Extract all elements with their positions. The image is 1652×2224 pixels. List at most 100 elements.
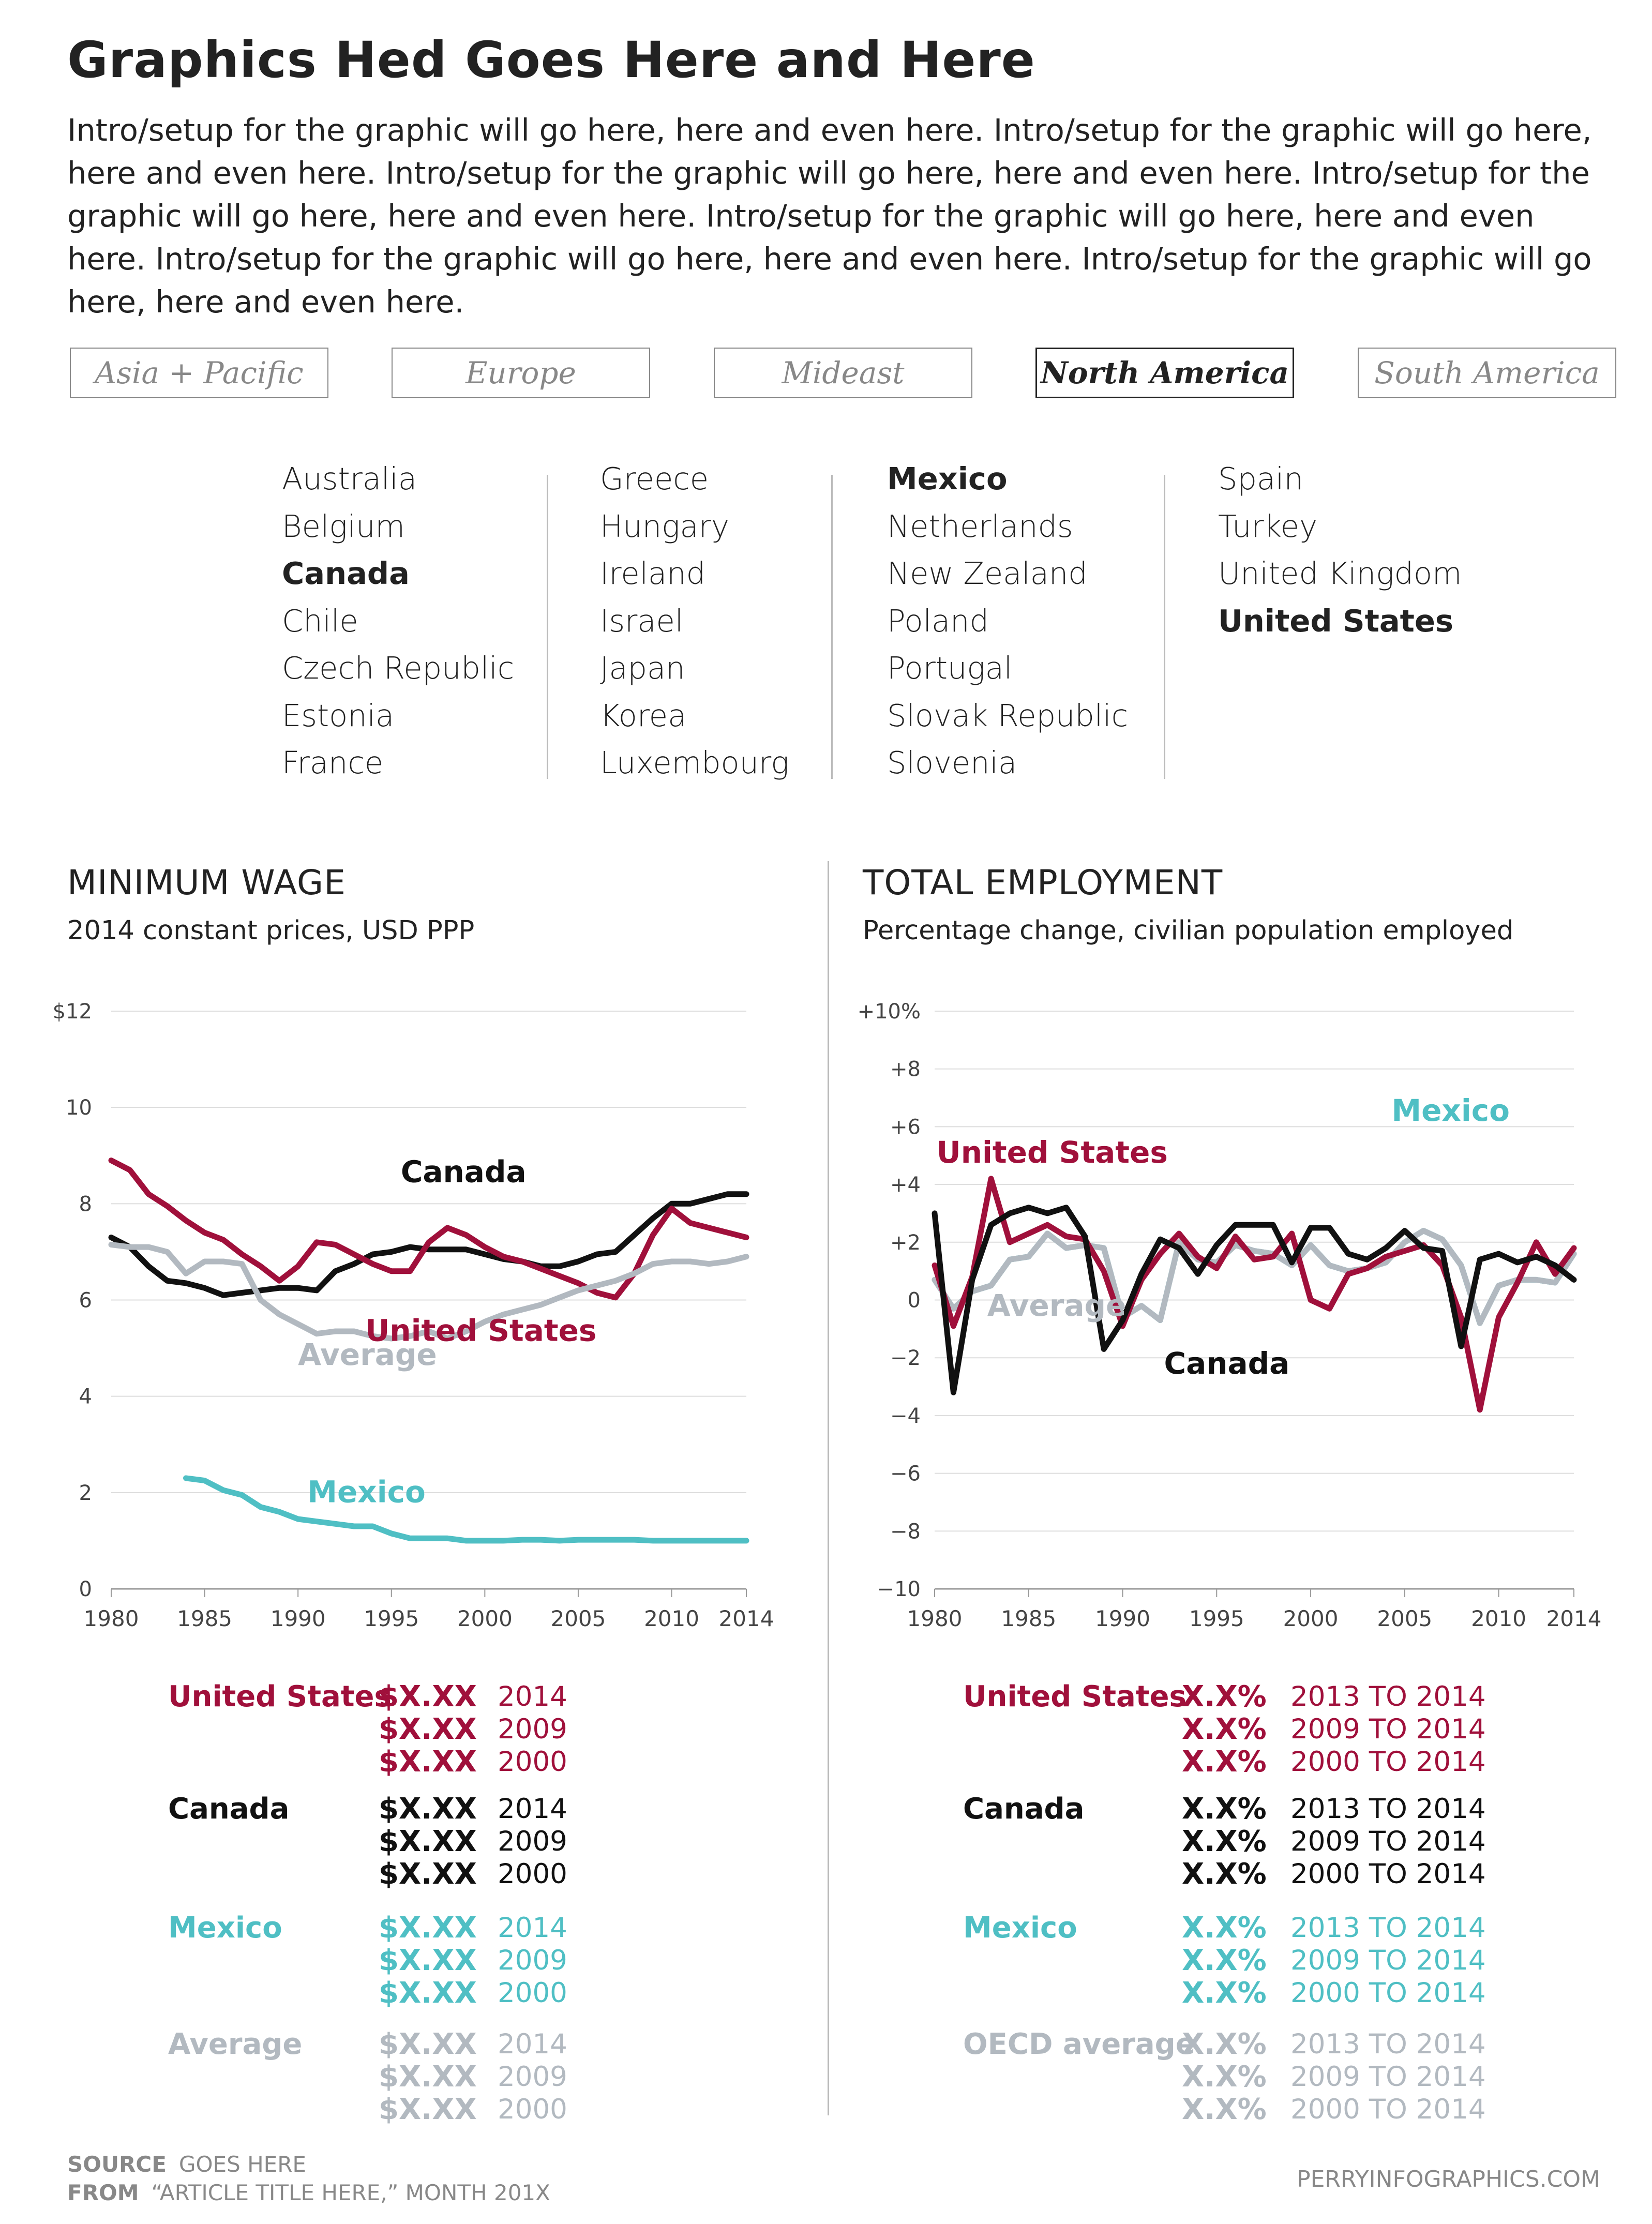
country-slovak-republic[interactable]: Slovak Republic bbox=[887, 697, 1129, 733]
section-divider bbox=[828, 861, 829, 2115]
country-hungary[interactable]: Hungary bbox=[600, 508, 729, 544]
country-belgium[interactable]: Belgium bbox=[282, 508, 405, 544]
country-estonia[interactable]: Estonia bbox=[282, 697, 395, 733]
wage-value: $X.XX bbox=[379, 2060, 477, 2094]
wage-value: $X.XX bbox=[379, 1712, 477, 1746]
series-label-canada: Canada bbox=[401, 1154, 527, 1189]
country-mexico[interactable]: Mexico bbox=[887, 461, 1008, 497]
country-portugal[interactable]: Portugal bbox=[887, 650, 1013, 686]
y-tick-label: +10% bbox=[858, 1000, 921, 1024]
series-line-average bbox=[932, 1228, 1577, 1326]
employment-period: 2000 TO 2014 bbox=[1290, 1977, 1486, 2009]
country-column: Greece Hungary Ireland Israel Japan Korea Luxe… bbox=[600, 455, 789, 787]
wage-period: 2000 bbox=[498, 2094, 567, 2125]
employment-period: 2009 TO 2014 bbox=[1290, 1945, 1486, 1976]
y-tick-label: 0 bbox=[79, 1577, 92, 1601]
employment-value: X.X% bbox=[1182, 1745, 1267, 1779]
tab-mideast[interactable]: Mideast bbox=[714, 348, 972, 398]
employment-name-canada: Canada bbox=[963, 1792, 1085, 1826]
employment-value: X.X% bbox=[1182, 1792, 1267, 1826]
y-tick-label: +4 bbox=[890, 1173, 921, 1197]
left-section-subtitle: 2014 constant prices, USD PPP bbox=[67, 915, 475, 946]
wage-value: $X.XX bbox=[379, 1857, 477, 1891]
country-czech-republic[interactable]: Czech Republic bbox=[282, 650, 515, 686]
x-tick-label: 2014 bbox=[719, 1606, 774, 1631]
y-tick-label: 6 bbox=[79, 1289, 92, 1313]
country-chile[interactable]: Chile bbox=[282, 603, 358, 639]
country-korea[interactable]: Korea bbox=[600, 697, 687, 733]
x-tick-label: 1985 bbox=[1001, 1606, 1056, 1631]
wage-value: $X.XX bbox=[379, 1944, 477, 1977]
country-canada[interactable]: Canada bbox=[282, 555, 410, 591]
country-new-zealand[interactable]: New Zealand bbox=[887, 555, 1088, 591]
employment-value: X.X% bbox=[1182, 2027, 1267, 2061]
employment-value: X.X% bbox=[1182, 1712, 1267, 1746]
minimum-wage-chart: 0 2 4 6 8 10 $12 1980 1985 1990 1995 2000 2005 2010 20… bbox=[53, 1000, 774, 1631]
wage-name-average: Average bbox=[168, 2027, 303, 2061]
country-spain[interactable]: Spain bbox=[1218, 461, 1303, 497]
employment-value: X.X% bbox=[1182, 2093, 1267, 2126]
y-tick-label: −8 bbox=[890, 1520, 921, 1543]
page-title: Graphics Hed Goes Here and Here bbox=[67, 31, 1035, 89]
country-israel[interactable]: Israel bbox=[600, 603, 684, 639]
wage-period: 2000 bbox=[498, 1746, 567, 1778]
country-poland[interactable]: Poland bbox=[887, 603, 989, 639]
wage-name-mexico: Mexico bbox=[168, 1911, 282, 1945]
wage-period: 2000 bbox=[498, 1977, 567, 2009]
right-section-subtitle: Percentage change, civilian population e… bbox=[863, 915, 1514, 946]
series-line-us bbox=[932, 1176, 1577, 1413]
country-france[interactable]: France bbox=[282, 745, 384, 780]
employment-period: 2000 TO 2014 bbox=[1290, 1858, 1486, 1890]
tab-south-america[interactable]: South America bbox=[1358, 348, 1616, 398]
series-label-average: Average bbox=[298, 1337, 437, 1372]
country-ireland[interactable]: Ireland bbox=[600, 555, 706, 591]
y-tick-label: 4 bbox=[79, 1385, 92, 1409]
country-united-kingdom[interactable]: United Kingdom bbox=[1218, 555, 1462, 591]
country-slovenia[interactable]: Slovenia bbox=[887, 745, 1017, 780]
from-label: FROM bbox=[67, 2180, 139, 2205]
wage-value: $X.XX bbox=[379, 1792, 477, 1826]
country-japan[interactable]: Japan bbox=[600, 650, 685, 686]
wage-period: 2009 bbox=[498, 1945, 567, 1976]
column-divider bbox=[1164, 475, 1165, 779]
intro-text: Intro/setup for the graphic will go here… bbox=[67, 112, 1592, 320]
tab-asia-pacific[interactable]: Asia + Pacific bbox=[70, 348, 328, 398]
wage-value: $X.XX bbox=[379, 1825, 477, 1858]
employment-value: X.X% bbox=[1182, 2060, 1267, 2094]
employment-period: 2013 TO 2014 bbox=[1290, 1681, 1486, 1712]
x-tick-label: 1995 bbox=[1189, 1606, 1244, 1631]
tab-europe[interactable]: Europe bbox=[392, 348, 650, 398]
country-greece[interactable]: Greece bbox=[600, 461, 709, 497]
series-line-us bbox=[108, 1158, 749, 1301]
y-tick-label: −10 bbox=[877, 1577, 921, 1601]
tab-north-america[interactable]: North America bbox=[1035, 348, 1294, 398]
country-united-states[interactable]: United States bbox=[1218, 603, 1453, 639]
y-tick-label: 0 bbox=[908, 1289, 921, 1313]
employment-value: X.X% bbox=[1182, 1857, 1267, 1891]
country-turkey[interactable]: Turkey bbox=[1218, 508, 1318, 544]
y-tick-label: +2 bbox=[890, 1231, 921, 1255]
series-line-canada bbox=[932, 1205, 1577, 1395]
credit-link[interactable]: PERRYINFOGRAPHICS.COM bbox=[1297, 2166, 1600, 2192]
x-tick-label: 2005 bbox=[1377, 1606, 1432, 1631]
series-line-canada bbox=[108, 1191, 749, 1298]
series-label-us: United States bbox=[937, 1135, 1168, 1170]
x-tick-label: 1985 bbox=[177, 1606, 232, 1631]
country-netherlands[interactable]: Netherlands bbox=[887, 508, 1073, 544]
y-tick-label: −2 bbox=[890, 1346, 921, 1370]
wage-value: $X.XX bbox=[379, 1976, 477, 2010]
x-tick-label: 2010 bbox=[1471, 1606, 1526, 1631]
country-column: Spain Turkey United Kingdom United States bbox=[1218, 455, 1462, 644]
country-australia[interactable]: Australia bbox=[282, 461, 417, 497]
x-tick-label: 1995 bbox=[364, 1606, 419, 1631]
wage-value: $X.XX bbox=[379, 1680, 477, 1714]
x-tick-label: 1980 bbox=[84, 1606, 139, 1631]
series-line-average bbox=[108, 1242, 749, 1342]
employment-name-average: OECD average bbox=[963, 2027, 1195, 2061]
employment-value: X.X% bbox=[1182, 1944, 1267, 1977]
from-line: FROM “ARTICLE TITLE HERE,” MONTH 201X bbox=[67, 2180, 550, 2205]
y-tick-label: 8 bbox=[79, 1192, 92, 1216]
country-luxembourg[interactable]: Luxembourg bbox=[600, 745, 789, 780]
total-employment-chart: −10 −8 −6 −4 −2 0 +2 +4 +6 +8 +10% 1980 1985 1990 1995… bbox=[858, 1000, 1602, 1631]
right-section-title: TOTAL EMPLOYMENT bbox=[863, 863, 1223, 903]
